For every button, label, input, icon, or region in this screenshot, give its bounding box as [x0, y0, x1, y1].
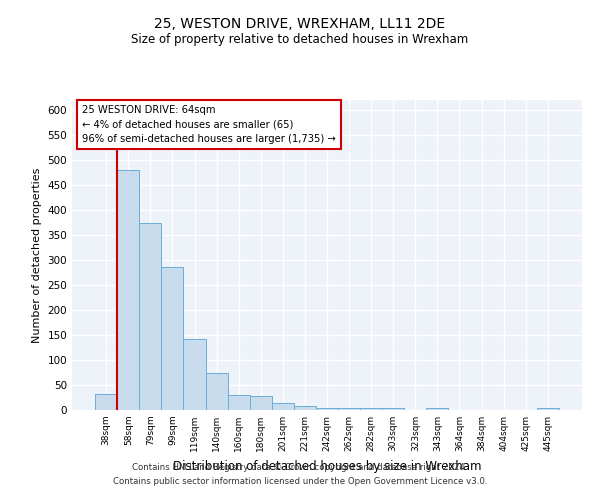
Bar	[316, 408, 338, 410]
Bar	[294, 406, 316, 410]
Bar	[427, 408, 448, 410]
Bar	[227, 395, 250, 410]
Bar	[117, 170, 139, 410]
Bar	[139, 222, 161, 410]
Bar	[161, 266, 184, 410]
Bar	[95, 394, 117, 410]
Text: Contains public sector information licensed under the Open Government Licence v3: Contains public sector information licen…	[113, 477, 487, 486]
Bar	[250, 396, 272, 410]
Text: Contains HM Land Registry data © Crown copyright and database right 2024.: Contains HM Land Registry data © Crown c…	[132, 464, 468, 472]
Bar	[338, 408, 360, 410]
Bar	[382, 408, 404, 410]
Text: Size of property relative to detached houses in Wrexham: Size of property relative to detached ho…	[131, 32, 469, 46]
Bar	[360, 408, 382, 410]
X-axis label: Distribution of detached houses by size in Wrexham: Distribution of detached houses by size …	[173, 460, 481, 472]
Y-axis label: Number of detached properties: Number of detached properties	[32, 168, 42, 342]
Bar	[272, 402, 294, 410]
Bar	[206, 372, 227, 410]
Text: 25 WESTON DRIVE: 64sqm
← 4% of detached houses are smaller (65)
96% of semi-deta: 25 WESTON DRIVE: 64sqm ← 4% of detached …	[82, 104, 336, 144]
Text: 25, WESTON DRIVE, WREXHAM, LL11 2DE: 25, WESTON DRIVE, WREXHAM, LL11 2DE	[154, 18, 446, 32]
Bar	[184, 338, 206, 410]
Bar	[537, 408, 559, 410]
